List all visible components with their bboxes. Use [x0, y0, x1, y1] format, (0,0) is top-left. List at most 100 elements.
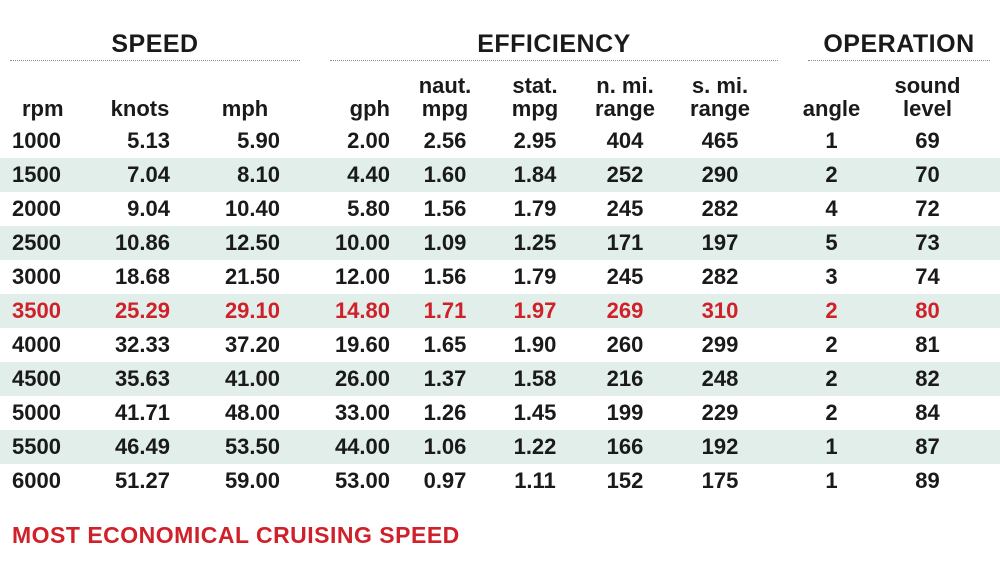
- cell-sound-level: 82: [875, 362, 980, 396]
- cell-stat-mpg: 1.84: [490, 158, 580, 192]
- cell-stat-mpg: 1.25: [490, 226, 580, 260]
- cell-s-mi-range: 229: [701, 400, 739, 425]
- economical-speed-note: MOST ECONOMICAL CRUISING SPEED: [12, 522, 460, 548]
- cell-gph: 12.00: [334, 264, 390, 289]
- cell-knots: 35.63: [90, 362, 190, 396]
- table-row: 5000 41.71 48.00 33.00 1.26 1.45 199 229 2 84: [0, 396, 1000, 430]
- cell-knots: 10.86: [90, 226, 190, 260]
- cell-sound-level: 73: [875, 226, 980, 260]
- cell-sound-level: 81: [915, 332, 940, 357]
- column-header-rpm: rpm: [22, 96, 64, 121]
- cell-naut-mpg: 2.56: [423, 128, 467, 153]
- cell-n-mi-range: 404: [606, 128, 644, 153]
- cell-spacer: [980, 226, 1000, 260]
- cell-stat-mpg: 2.95: [513, 128, 557, 153]
- cell-naut-mpg: 1.60: [400, 158, 490, 192]
- table-row: 6000 51.27 59.00 53.00 0.97 1.11 152 175 1 89: [0, 464, 1000, 498]
- cell-stat-mpg: 1.45: [513, 400, 557, 425]
- cell-gph: 19.60: [334, 332, 390, 357]
- cell-spacer: [980, 362, 1000, 396]
- cell-s-mi-range: 197: [670, 226, 770, 260]
- table-row: 3000 18.68 21.50 12.00 1.56 1.79 245 282 3 74: [0, 260, 1000, 294]
- cell-naut-mpg: 1.09: [400, 226, 490, 260]
- cell-angle: 5: [770, 226, 875, 260]
- cell-naut-mpg: 1.26: [423, 400, 467, 425]
- cell-spacer: [980, 294, 1000, 328]
- table-row: 1500 7.04 8.10 4.40 1.60 1.84 252 290 2 70: [0, 158, 1000, 192]
- performance-table: rpm knots mph gph naut. mpg stat. mpg n. m…: [0, 62, 1000, 498]
- cell-knots: 7.04: [90, 158, 190, 192]
- cell-mph: 53.50: [190, 430, 300, 464]
- cell-mph: 37.20: [224, 332, 280, 357]
- column-header-s-mi-range: s. mi. range: [690, 73, 750, 121]
- cell-stat-mpg: 1.11: [514, 468, 556, 493]
- cell-knots: 51.27: [114, 468, 170, 493]
- cell-spacer: [980, 260, 1000, 294]
- cell-gph: 44.00: [300, 430, 400, 464]
- cell-mph: 8.10: [190, 158, 300, 192]
- group-divider-speed: [10, 60, 300, 61]
- cell-n-mi-range: 245: [606, 264, 644, 289]
- cell-rpm: 3000: [12, 264, 61, 289]
- group-divider-efficiency: [330, 60, 778, 61]
- cell-rpm: 1000: [12, 128, 61, 153]
- cell-gph: 10.00: [300, 226, 400, 260]
- cell-spacer: [980, 430, 1000, 464]
- cell-rpm: 2500: [0, 226, 90, 260]
- cell-knots: 18.68: [114, 264, 170, 289]
- table-row: 2000 9.04 10.40 5.80 1.56 1.79 245 282 4 72: [0, 192, 1000, 226]
- cell-spacer: [980, 396, 1000, 430]
- cell-n-mi-range: 166: [580, 430, 670, 464]
- cell-s-mi-range: 175: [701, 468, 739, 493]
- cell-knots: 32.33: [114, 332, 170, 357]
- cell-n-mi-range: 152: [606, 468, 644, 493]
- cell-stat-mpg: 1.79: [513, 196, 557, 221]
- column-header-stat-mpg: stat. mpg: [511, 73, 559, 121]
- cell-mph: 5.90: [237, 128, 280, 153]
- table-row: 3500 25.29 29.10 14.80 1.71 1.97 269 310 2 80: [0, 294, 1000, 328]
- column-header-spacer: [980, 62, 1000, 124]
- cell-sound-level: 89: [915, 468, 940, 493]
- table-header-row: rpm knots mph gph naut. mpg stat. mpg n. m…: [0, 62, 1000, 124]
- group-divider-operation: [808, 60, 990, 61]
- cell-sound-level: 84: [915, 400, 940, 425]
- cell-mph: 21.50: [224, 264, 280, 289]
- cell-s-mi-range: 299: [701, 332, 739, 357]
- cell-s-mi-range: 290: [670, 158, 770, 192]
- cell-n-mi-range: 252: [580, 158, 670, 192]
- cell-gph: 5.80: [347, 196, 390, 221]
- cell-sound-level: 70: [875, 158, 980, 192]
- cell-stat-mpg: 1.79: [513, 264, 557, 289]
- cell-angle: 2: [770, 294, 875, 328]
- cell-mph: 59.00: [224, 468, 280, 493]
- cell-naut-mpg: 0.97: [423, 468, 467, 493]
- cell-angle: 2: [770, 362, 875, 396]
- cell-rpm: 5500: [0, 430, 90, 464]
- cell-rpm: 4000: [12, 332, 61, 357]
- cell-n-mi-range: 216: [580, 362, 670, 396]
- cell-naut-mpg: 1.06: [400, 430, 490, 464]
- cell-stat-mpg: 1.97: [490, 294, 580, 328]
- cell-mph: 41.00: [190, 362, 300, 396]
- cell-gph: 14.80: [300, 294, 400, 328]
- column-header-knots: knots: [110, 96, 170, 121]
- cell-naut-mpg: 1.56: [423, 264, 467, 289]
- cell-mph: 10.40: [224, 196, 280, 221]
- cell-rpm: 4500: [0, 362, 90, 396]
- table-row: 2500 10.86 12.50 10.00 1.09 1.25 171 197 5 73: [0, 226, 1000, 260]
- cell-stat-mpg: 1.22: [490, 430, 580, 464]
- cell-gph: 33.00: [334, 400, 390, 425]
- table-body: 1000 5.13 5.90 2.00 2.56 2.95 404 465 1 69 1500 7.0…: [0, 124, 1000, 498]
- cell-knots: 25.29: [90, 294, 190, 328]
- cell-rpm: 6000: [12, 468, 61, 493]
- table-row: 4500 35.63 41.00 26.00 1.37 1.58 216 248 2 82: [0, 362, 1000, 396]
- group-title-operation: OPERATION: [823, 30, 975, 58]
- cell-angle: 4: [825, 196, 838, 221]
- cell-naut-mpg: 1.56: [423, 196, 467, 221]
- table-row: 4000 32.33 37.20 19.60 1.65 1.90 260 299 2 81: [0, 328, 1000, 362]
- cell-mph: 48.00: [224, 400, 280, 425]
- cell-sound-level: 87: [875, 430, 980, 464]
- cell-rpm: 2000: [12, 196, 61, 221]
- cell-rpm: 5000: [12, 400, 61, 425]
- cell-sound-level: 72: [915, 196, 940, 221]
